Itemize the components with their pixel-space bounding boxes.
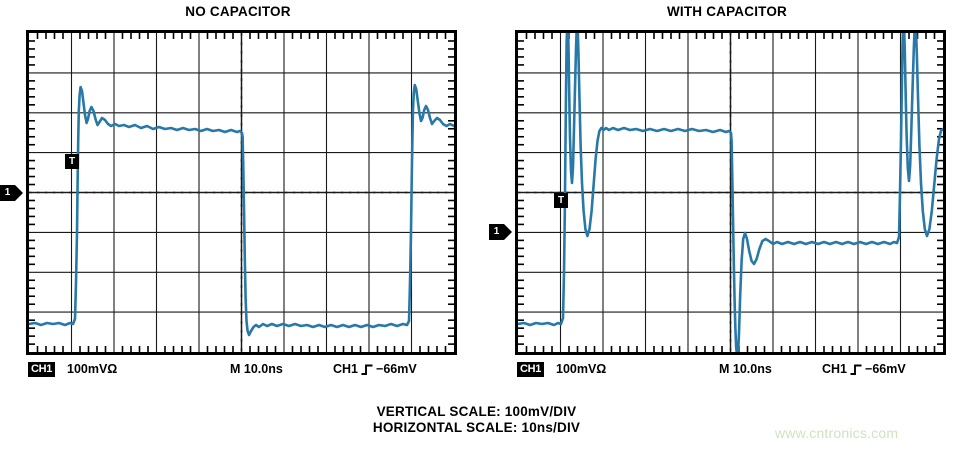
trigger-source-label-left: CH1 <box>333 362 359 376</box>
channel-badge-right[interactable]: CH1 <box>517 362 545 377</box>
channel-ground-marker-arrow-left <box>15 185 23 201</box>
channel-ground-marker-label-right: 1 <box>489 224 504 240</box>
graticule-left: T <box>26 30 457 355</box>
rising-edge-icon <box>361 364 373 375</box>
scope-panel-with-capacitor: WITH CAPACITOR <box>489 0 953 392</box>
waveform-trace-no-capacitor <box>29 83 454 337</box>
trigger-marker-left: T <box>65 154 79 169</box>
channel-badge-left[interactable]: CH1 <box>28 362 56 377</box>
figure-caption: VERTICAL SCALE: 100mV/DIV HORIZONTAL SCA… <box>0 404 953 436</box>
panel-title-left: NO CAPACITOR <box>185 4 291 19</box>
status-bar-left: CH1 100mVΩ M 10.0ns CH1 −66mV <box>26 361 457 379</box>
trigger-level-label-right: −66mV <box>865 362 906 376</box>
channel-ground-marker-label-left: 1 <box>0 185 15 201</box>
graticule-wrapper-right: T 1 <box>489 30 946 355</box>
waveform-trace-with-capacitor <box>518 33 943 352</box>
timebase-readout-left[interactable]: M 10.0ns <box>230 362 283 376</box>
rising-edge-icon <box>850 364 862 375</box>
trigger-readout-left[interactable]: CH1 −66mV <box>333 362 417 377</box>
trigger-level-label-left: −66mV <box>376 362 417 376</box>
channel-ground-marker-arrow-right <box>504 224 512 240</box>
grid-right <box>518 33 943 352</box>
caption-horizontal-scale: HORIZONTAL SCALE: 10ns/DIV <box>372 420 581 435</box>
vertical-scale-readout-right[interactable]: 100mVΩ <box>556 362 607 376</box>
trigger-source-label-right: CH1 <box>822 362 848 376</box>
site-watermark: www.cntronics.com <box>775 425 899 441</box>
status-bar-right: CH1 100mVΩ M 10.0ns CH1 −66mV <box>515 361 946 379</box>
scope-panel-no-capacitor: NO CAPACITOR <box>0 0 476 392</box>
timebase-readout-right[interactable]: M 10.0ns <box>719 362 772 376</box>
grid-left <box>29 33 454 352</box>
vertical-scale-readout-left[interactable]: 100mVΩ <box>67 362 118 376</box>
graticule-wrapper-left: T 1 <box>0 30 457 355</box>
trigger-readout-right[interactable]: CH1 −66mV <box>822 362 906 377</box>
caption-vertical-scale: VERTICAL SCALE: 100mV/DIV <box>376 404 577 419</box>
panel-title-right: WITH CAPACITOR <box>666 4 788 19</box>
graticule-right: T <box>515 30 946 355</box>
trigger-marker-right: T <box>554 193 568 208</box>
